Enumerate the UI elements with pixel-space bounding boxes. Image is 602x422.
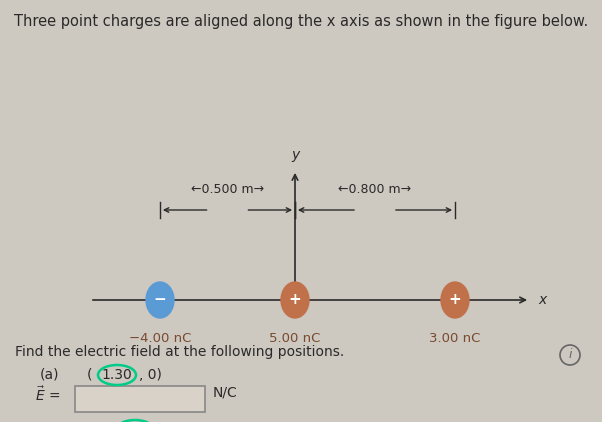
Text: 3.00 nC: 3.00 nC bbox=[429, 332, 480, 345]
Text: (a): (a) bbox=[40, 368, 60, 382]
Text: N/C: N/C bbox=[213, 385, 238, 399]
Text: −: − bbox=[154, 292, 166, 308]
Text: Find the electric field at the following positions.: Find the electric field at the following… bbox=[15, 345, 344, 359]
Text: +: + bbox=[288, 292, 302, 308]
Text: +: + bbox=[448, 292, 461, 308]
Text: 5.00 nC: 5.00 nC bbox=[269, 332, 321, 345]
Text: 1.30: 1.30 bbox=[102, 368, 132, 382]
Text: −4.00 nC: −4.00 nC bbox=[129, 332, 191, 345]
Text: ←0.500 m→: ←0.500 m→ bbox=[191, 183, 264, 196]
Ellipse shape bbox=[281, 282, 309, 318]
Text: , 0): , 0) bbox=[139, 368, 162, 382]
FancyBboxPatch shape bbox=[75, 386, 205, 412]
Ellipse shape bbox=[146, 282, 174, 318]
Text: ←0.800 m→: ←0.800 m→ bbox=[338, 183, 412, 196]
Text: (: ( bbox=[87, 368, 93, 382]
Ellipse shape bbox=[441, 282, 469, 318]
Text: x: x bbox=[538, 293, 546, 307]
Text: $\vec{E}$ =: $\vec{E}$ = bbox=[35, 385, 60, 403]
Text: i: i bbox=[568, 349, 572, 362]
Text: Three point charges are aligned along the x axis as shown in the figure below.: Three point charges are aligned along th… bbox=[14, 14, 588, 29]
Text: y: y bbox=[291, 148, 299, 162]
